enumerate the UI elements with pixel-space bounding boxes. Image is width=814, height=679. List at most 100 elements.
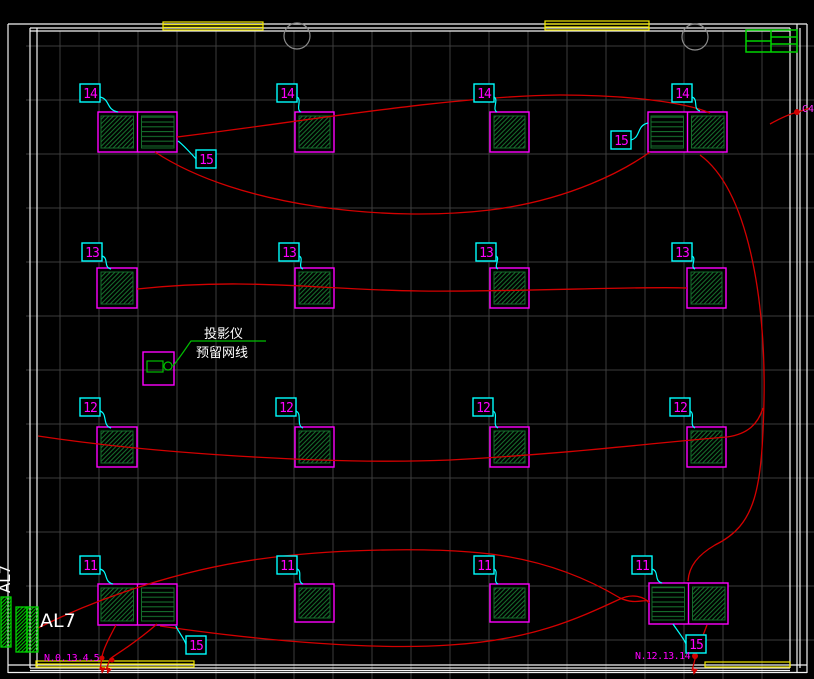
- light-fixture: [294, 426, 335, 468]
- light-fixture: [489, 583, 530, 623]
- fixture-label: 15: [177, 140, 217, 169]
- fixtures-layer: [96, 111, 729, 626]
- label-text: 15: [189, 639, 203, 654]
- label-text: 12: [279, 401, 293, 416]
- label-box: [79, 397, 101, 417]
- fixture-hatch-cell: [493, 587, 526, 619]
- light-fixture: [686, 426, 727, 468]
- fixture-label: 15: [610, 122, 649, 150]
- label-box: [81, 242, 103, 262]
- wire-path: [687, 154, 765, 582]
- light-fixture-double: [647, 111, 728, 153]
- wire-path: [176, 94, 711, 138]
- fixture-hatch-cell-left: [100, 115, 134, 149]
- label-text: 15: [614, 134, 628, 149]
- label-text: 14: [477, 87, 492, 102]
- fixture-label: 13: [671, 242, 696, 270]
- label-leader-line: [495, 255, 499, 270]
- label-text: 12: [476, 401, 490, 416]
- label-box: [195, 149, 217, 169]
- panel-box-wall: [0, 596, 12, 648]
- label-leader-line: [492, 410, 499, 429]
- highlight-bar-top-right: [544, 20, 650, 31]
- fixture-label: 14: [276, 83, 302, 113]
- fixture-label: 11: [79, 555, 114, 585]
- fixture-hatch-cell-left: [100, 587, 134, 622]
- fixture-label: 15: [175, 625, 207, 655]
- label-box: [185, 635, 207, 655]
- label-leader-line: [101, 255, 112, 270]
- label-box: [475, 242, 497, 262]
- fixture-label: 11: [473, 555, 499, 585]
- light-fixture-double: [97, 583, 178, 626]
- fixture-label: 14: [79, 83, 119, 113]
- fixture-label: 11: [631, 555, 663, 584]
- fixture-hatch-cell-right: [691, 115, 725, 149]
- fixture-hatch-cell: [298, 430, 331, 464]
- yellow-highlights: [35, 20, 791, 668]
- label-text: 12: [83, 401, 97, 416]
- fixture-hatch-cell: [298, 115, 331, 149]
- label-text: 15: [689, 638, 703, 653]
- projector-leader-line: [172, 340, 266, 367]
- label-box: [79, 555, 101, 575]
- projector-note-line1: 投影仪: [204, 326, 243, 342]
- wire-path: [159, 595, 650, 648]
- wire-path: [136, 283, 688, 292]
- projector-symbol-box: [142, 351, 175, 386]
- circuit-text-left: N.0.13.4.5: [44, 653, 100, 664]
- label-leader-line: [99, 568, 114, 585]
- wire-path: [37, 407, 764, 462]
- highlight-bar-bottom-right: [704, 661, 791, 668]
- fixture-label: 11: [276, 555, 304, 585]
- distribution-panel-group: AL7 AL7: [0, 565, 76, 653]
- wire-riser-path: [105, 623, 158, 670]
- label-leader-line: [493, 96, 498, 113]
- label-text: 11: [83, 559, 97, 574]
- fixture-hatch-cell: [298, 271, 331, 305]
- label-box: [671, 83, 693, 103]
- ceiling-grid-layer: [26, 31, 814, 679]
- label-text: 13: [675, 246, 689, 261]
- light-fixture: [96, 267, 138, 309]
- walls-layer: [7, 23, 808, 674]
- label-leader-line: [99, 410, 112, 429]
- circuit-text-right: N.12.13.14: [635, 651, 691, 662]
- wiring-layer: [37, 94, 811, 671]
- label-leader-line: [99, 96, 119, 113]
- label-box: [473, 83, 495, 103]
- fixture-hatch-cell-right: [141, 115, 175, 149]
- light-fixture: [686, 267, 727, 309]
- label-box: [671, 242, 693, 262]
- fixture-hatch-cell: [100, 271, 134, 305]
- label-box: [473, 555, 495, 575]
- label-text: 14: [675, 87, 690, 102]
- light-fixture: [489, 111, 530, 153]
- wire-path: [37, 549, 650, 629]
- wall-penetration-dot: [794, 109, 800, 115]
- label-box: [275, 397, 297, 417]
- fixture-hatch-cell-right: [141, 587, 175, 622]
- label-leader-line: [651, 568, 663, 584]
- label-text: 11: [280, 559, 294, 574]
- column-circle-right: [681, 23, 709, 51]
- label-box: [472, 397, 494, 417]
- label-leader-line: [177, 140, 197, 160]
- wall-penetration-dot: [99, 655, 105, 661]
- fixture-label: 13: [81, 242, 112, 270]
- label-box: [669, 397, 691, 417]
- label-leader-line: [298, 255, 304, 270]
- label-box: [631, 555, 653, 575]
- light-fixture: [489, 426, 530, 468]
- fixture-label: 12: [472, 397, 499, 429]
- fixture-labels-layer: 14 14 14 14 15 15 13 13 13 13 12 12 12 12 11 11 11 11 15 15: [79, 83, 707, 655]
- label-text: 13: [479, 246, 493, 261]
- highlight-bar-top-left: [162, 21, 264, 31]
- label-text: 11: [635, 559, 649, 574]
- label-box: [685, 634, 707, 654]
- label-text: 14: [83, 87, 98, 102]
- column-circles: [283, 22, 709, 51]
- light-fixture-double: [648, 582, 729, 625]
- projector-note-line2: 预留网线: [196, 346, 248, 361]
